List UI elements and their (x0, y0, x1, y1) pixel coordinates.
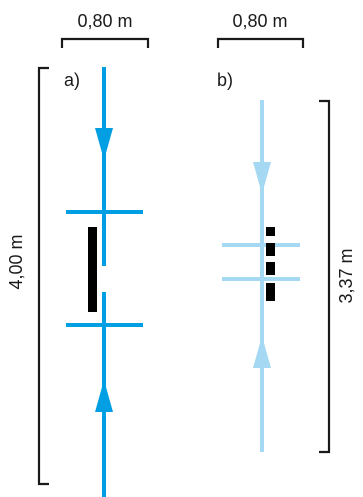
arrow-up-b (253, 336, 271, 368)
width-bracket-b (218, 39, 303, 48)
arrow-up-a (95, 380, 113, 412)
width-dimension-a: 0,80 m (62, 11, 148, 48)
rebar-segment-b-2 (266, 243, 275, 256)
height-label-b: 3,37 m (336, 248, 356, 303)
variant-b (222, 100, 300, 452)
width-label-a: 0,80 m (77, 11, 132, 31)
rebar-segment-b-3 (266, 262, 275, 275)
height-bracket-a (39, 68, 49, 484)
height-dimension-b: 3,37 m (319, 101, 356, 452)
variant-a (66, 67, 143, 497)
height-label-a: 4,00 m (6, 234, 26, 289)
rebar-a (88, 227, 97, 312)
width-bracket-a (62, 39, 148, 48)
arrow-down-b (253, 162, 271, 194)
width-label-b: 0,80 m (232, 11, 287, 31)
variant-label-a: a) (64, 70, 80, 90)
variant-label-b: b) (217, 70, 233, 90)
rebar-segment-b-1 (266, 227, 275, 236)
width-dimension-b: 0,80 m (218, 11, 303, 48)
arrow-down-a (95, 128, 113, 160)
rebar-segment-b-4 (266, 283, 275, 301)
height-dimension-a: 4,00 m (6, 68, 49, 484)
height-bracket-b (319, 101, 329, 452)
